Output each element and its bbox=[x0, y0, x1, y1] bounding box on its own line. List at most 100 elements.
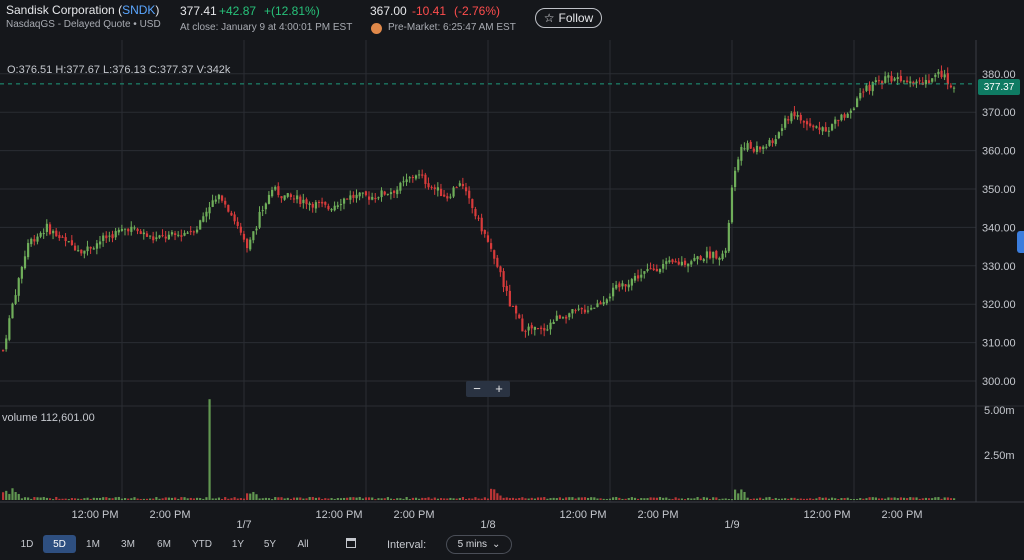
candle-body bbox=[83, 250, 86, 254]
volume-bar bbox=[821, 497, 824, 500]
candle-body bbox=[280, 196, 283, 199]
candle-body bbox=[687, 263, 690, 267]
volume-bar bbox=[877, 498, 881, 500]
volume-bar bbox=[86, 497, 89, 500]
candle-body bbox=[5, 338, 8, 350]
calendar-icon[interactable] bbox=[346, 538, 356, 548]
price-chart[interactable]: 300.00 310.00 320.00 330.00 340.00 350.00 360.… bbox=[0, 40, 1024, 532]
range-6m-button[interactable]: 6M bbox=[157, 538, 171, 550]
range-1d-button[interactable]: 1D bbox=[20, 538, 34, 550]
candle-body bbox=[305, 199, 308, 205]
candle-body bbox=[546, 329, 549, 331]
volume-bar bbox=[677, 498, 680, 500]
volume-bar bbox=[23, 497, 27, 500]
volume-bar bbox=[652, 497, 655, 500]
volume-bar bbox=[220, 498, 224, 500]
candle-body bbox=[743, 148, 746, 150]
candle-body bbox=[346, 198, 349, 200]
volume-bar bbox=[14, 492, 17, 500]
premarket-time: Pre-Market: 6:25:47 AM EST bbox=[388, 22, 516, 33]
volume-bar bbox=[108, 498, 111, 500]
candle-body bbox=[186, 232, 189, 234]
candle-body bbox=[289, 194, 292, 198]
volume-bar bbox=[633, 497, 637, 500]
volume-bar bbox=[596, 498, 599, 500]
candle-body bbox=[615, 284, 618, 289]
candle-body bbox=[17, 278, 20, 296]
volume-bar bbox=[133, 497, 136, 500]
volume-bar bbox=[768, 496, 771, 500]
candle-body bbox=[787, 119, 790, 121]
volume-bar bbox=[511, 497, 515, 500]
candle-body bbox=[389, 192, 393, 195]
candle-body bbox=[158, 235, 161, 238]
candle-body bbox=[233, 214, 236, 222]
volume-bar bbox=[868, 497, 871, 500]
volume-bar bbox=[2, 492, 5, 500]
candle-body bbox=[408, 177, 411, 179]
candle-body bbox=[364, 191, 368, 196]
volume-bar bbox=[174, 497, 177, 500]
candle-body bbox=[909, 81, 912, 84]
volume-bar bbox=[912, 497, 915, 500]
candle-body bbox=[530, 325, 533, 329]
volume-bar bbox=[683, 499, 687, 501]
candle-body bbox=[896, 77, 899, 79]
candle-body bbox=[774, 139, 777, 145]
range-3m-button[interactable]: 3M bbox=[121, 538, 135, 550]
volume-bar bbox=[233, 497, 236, 500]
candle-body bbox=[683, 260, 687, 265]
volume-bar bbox=[183, 497, 186, 500]
star-icon: ☆ bbox=[543, 11, 555, 25]
volume-bar bbox=[593, 497, 596, 500]
range-all-button[interactable]: All bbox=[297, 538, 309, 550]
range-5y-button[interactable]: 5Y bbox=[263, 538, 277, 550]
candle-body bbox=[809, 123, 812, 126]
candle-body bbox=[540, 327, 543, 329]
candle-body bbox=[680, 261, 684, 266]
candle-body bbox=[474, 208, 477, 217]
volume-bar bbox=[289, 498, 292, 500]
candle-body bbox=[208, 207, 211, 214]
ticker-link[interactable]: SNDK bbox=[122, 3, 156, 17]
candle-body bbox=[236, 221, 239, 226]
candle-body bbox=[940, 70, 943, 77]
candle-body bbox=[286, 193, 289, 197]
candle-body bbox=[371, 196, 374, 200]
volume-bar bbox=[693, 498, 696, 500]
volume-bar bbox=[721, 498, 724, 500]
interval-select[interactable]: 5 mins ⌄ bbox=[446, 535, 512, 554]
range-ytd-button[interactable]: YTD bbox=[192, 538, 212, 550]
volume-bar bbox=[752, 498, 755, 500]
volume-bar bbox=[383, 498, 386, 500]
volume-bar bbox=[443, 498, 446, 500]
range-5d-button[interactable]: 5D bbox=[43, 535, 76, 553]
volume-bar bbox=[871, 497, 874, 500]
volume-bar bbox=[217, 497, 221, 500]
volume-bar bbox=[834, 498, 837, 500]
price-tick-label: 330.00 bbox=[982, 261, 1016, 273]
candle-body bbox=[918, 80, 921, 82]
candle-body bbox=[574, 310, 577, 312]
candle-body bbox=[558, 315, 562, 319]
scale-drag-handle[interactable] bbox=[1017, 231, 1024, 253]
interval-value: 5 mins bbox=[457, 539, 488, 550]
candle-body bbox=[108, 235, 111, 237]
volume-bar bbox=[574, 498, 577, 500]
candle-body bbox=[255, 228, 258, 231]
volume-bar bbox=[746, 497, 749, 500]
candle-body bbox=[292, 198, 296, 200]
range-1m-button[interactable]: 1M bbox=[86, 538, 100, 550]
volume-bar bbox=[433, 497, 436, 500]
candle-body bbox=[521, 318, 524, 332]
zoom-in-button[interactable]: + bbox=[495, 381, 503, 396]
candle-body bbox=[386, 193, 389, 195]
candle-body bbox=[418, 174, 421, 176]
range-1y-button[interactable]: 1Y bbox=[231, 538, 245, 550]
candle-body bbox=[449, 196, 452, 198]
zoom-out-button[interactable]: − bbox=[473, 381, 481, 396]
candle-body bbox=[765, 146, 768, 148]
follow-button[interactable]: ☆ Follow bbox=[535, 8, 602, 28]
volume-bar bbox=[586, 497, 590, 500]
volume-bar bbox=[852, 498, 856, 500]
